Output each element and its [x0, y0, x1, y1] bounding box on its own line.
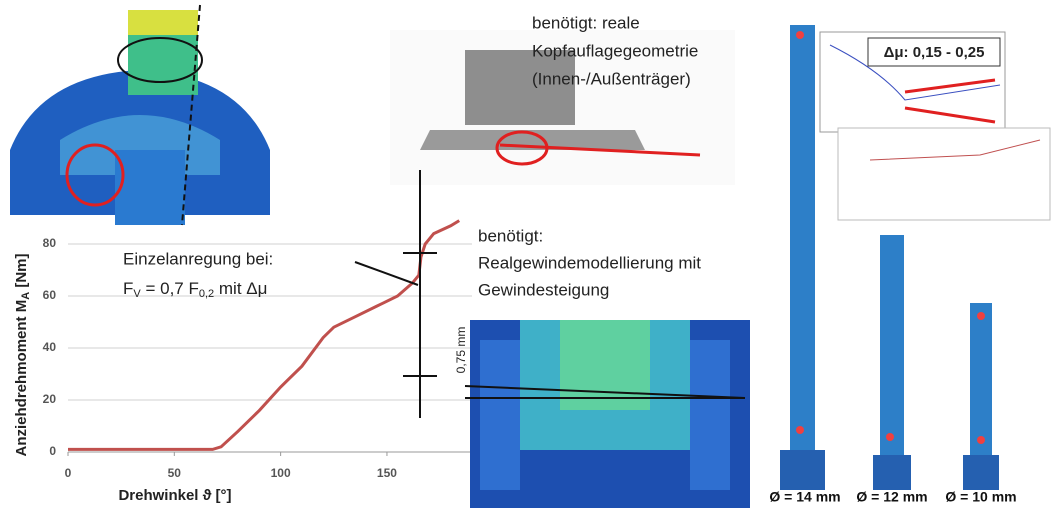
subscript: 0,2 [199, 288, 214, 300]
annotation: Gewindesteigung [478, 280, 609, 299]
y-tick-label: 80 [43, 236, 57, 250]
annotation: benötigt: reale [532, 13, 640, 32]
x-tick-label: 0 [65, 466, 72, 480]
slide: 0 20 40 60 80 0 50 100 150 Drehwinkel ϑ [°] Anzieh… [0, 0, 1052, 508]
annotation: Einzelanregung bei: [123, 249, 273, 268]
bolt [880, 235, 904, 460]
marker-line [355, 262, 418, 285]
marker [977, 436, 985, 444]
bolt-head [963, 455, 999, 490]
fe-thread-model: 0,75 mm [454, 320, 750, 508]
diameter-label: Ø = 14 mm [769, 489, 840, 505]
text-part: [Nm] [13, 254, 30, 292]
x-tick-label: 50 [168, 466, 182, 480]
shank [115, 150, 185, 225]
y-tick-label: 20 [43, 392, 57, 406]
y-axis-label: Anziehdrehmoment MA [Nm] [13, 254, 32, 457]
bolt-head [873, 455, 911, 490]
annotation: FV = 0,7 F0,2 mit Δμ [123, 279, 267, 299]
subscript: A [20, 292, 32, 300]
diameter-label: Ø = 12 mm [856, 489, 927, 505]
annotation: Realgewindemodellierung mit [478, 253, 701, 272]
thread-right [690, 340, 730, 490]
fe-head-model [0, 0, 275, 225]
annotation: benötigt: [478, 226, 543, 245]
y-tick-label: 40 [43, 340, 57, 354]
annotation-lines [355, 170, 437, 418]
inset-charts: Δμ: 0,15 - 0,25 [820, 32, 1050, 220]
marker [796, 31, 804, 39]
x-tick-label: 100 [271, 466, 291, 480]
marker [796, 426, 804, 434]
marker [886, 433, 894, 441]
text-part: Anziehdrehmoment M [13, 300, 30, 457]
annotation: (Innen-/Außenträger) [532, 69, 691, 88]
marker [977, 312, 985, 320]
diameter-label: Ø = 10 mm [945, 489, 1016, 505]
bolt-head [780, 450, 825, 490]
thread-left [480, 340, 520, 490]
annotation: Kopfauflagegeometrie [532, 41, 698, 60]
core-inner [560, 320, 650, 410]
page: 0 20 40 60 80 0 50 100 150 Drehwinkel ϑ [°] Anzieh… [0, 0, 1052, 508]
text-part: = 0,7 F [141, 279, 199, 298]
y-tick-label: 60 [43, 288, 57, 302]
shaft-top [128, 10, 198, 35]
bolt [790, 25, 815, 455]
cad-head-model: benötigt: reale Kopfauflagegeometrie (In… [390, 13, 735, 185]
y-tick-label: 0 [49, 444, 56, 458]
x-tick-label: 150 [377, 466, 397, 480]
text-part: mit Δμ [214, 279, 267, 298]
pitch-label: 0,75 mm [454, 327, 468, 374]
inset [838, 128, 1050, 220]
text-part: F [123, 279, 133, 298]
friction-label: Δμ: 0,15 - 0,25 [884, 44, 985, 61]
x-axis-label: Drehwinkel ϑ [°] [118, 487, 231, 504]
